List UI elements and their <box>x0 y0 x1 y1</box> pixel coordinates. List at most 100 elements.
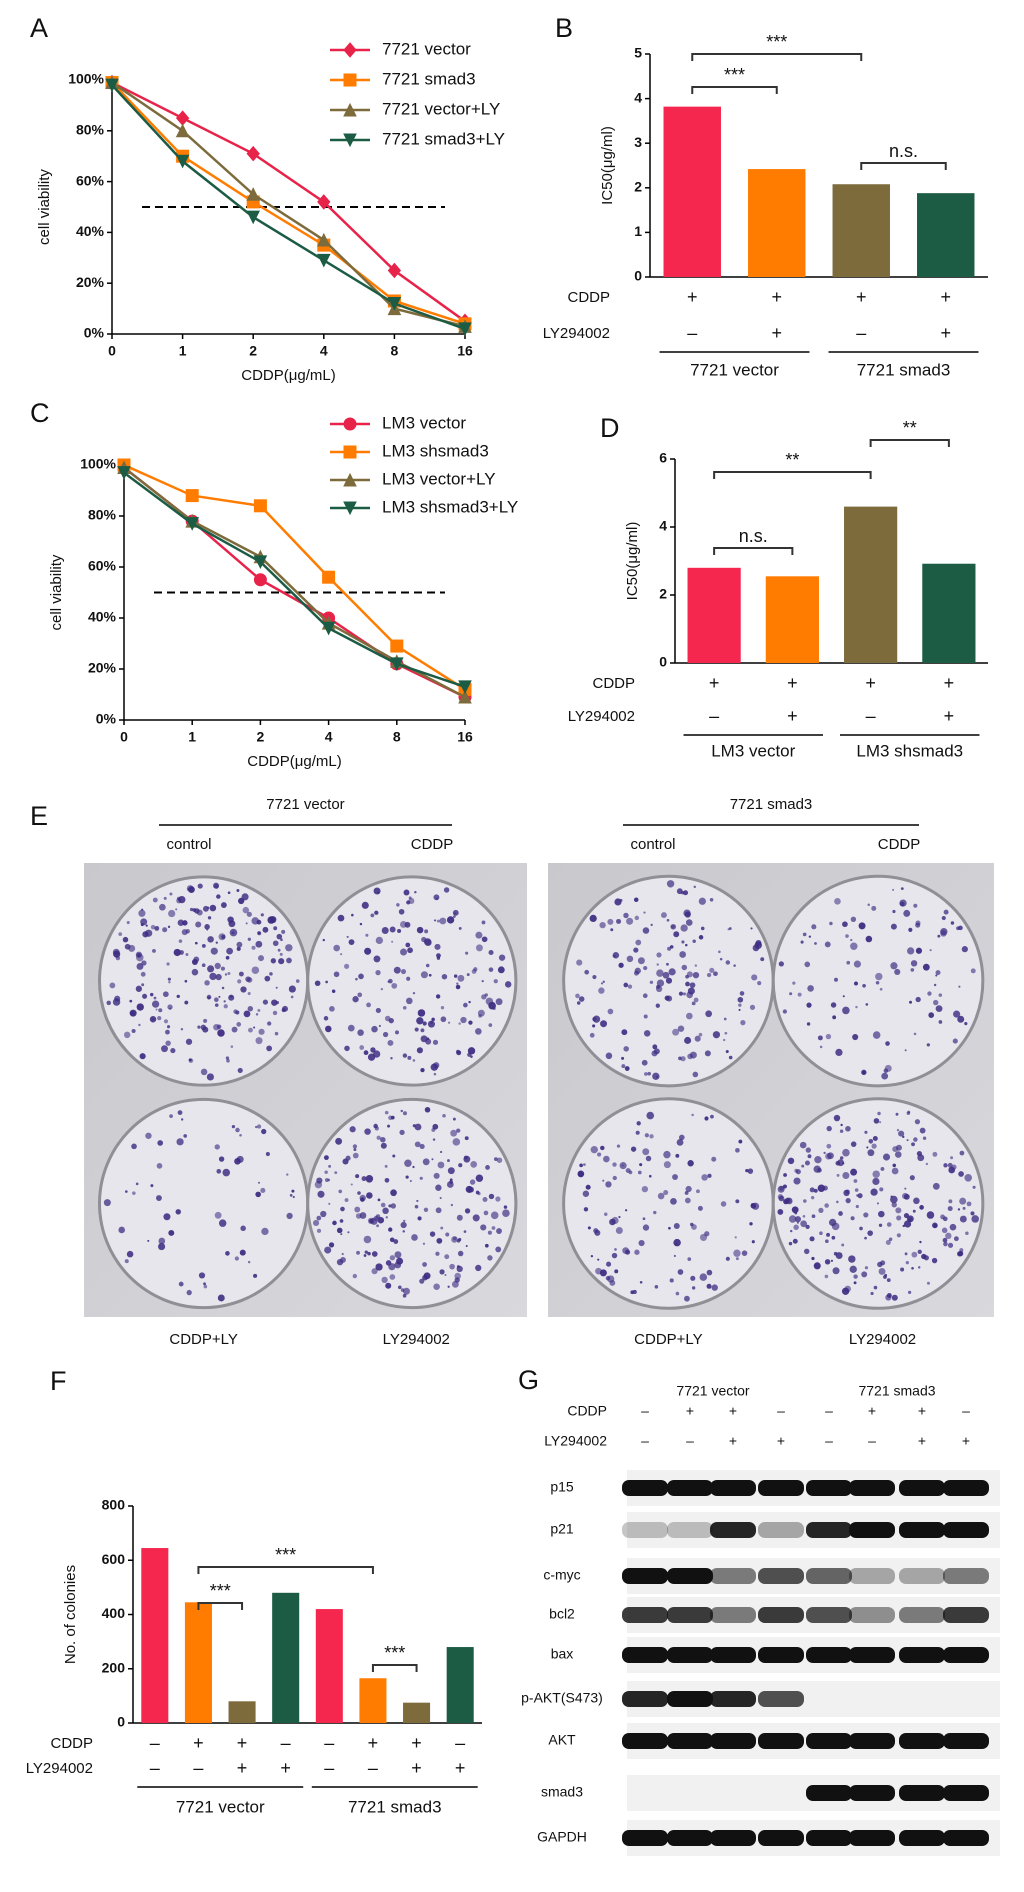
colony <box>202 1026 209 1033</box>
colony <box>457 1250 464 1257</box>
colony <box>464 1208 471 1214</box>
colony <box>482 1196 488 1202</box>
colony <box>276 933 283 940</box>
colony <box>416 1199 419 1203</box>
colony <box>435 1251 440 1256</box>
colony <box>390 1056 393 1060</box>
colony <box>809 1236 815 1242</box>
x-tick-label: 1 <box>188 729 196 745</box>
colony <box>814 942 817 945</box>
colony <box>285 944 293 952</box>
colony <box>141 960 147 966</box>
colony <box>176 1138 184 1146</box>
colony <box>911 1251 918 1258</box>
colony <box>254 1125 258 1129</box>
colony <box>449 1180 453 1184</box>
colony <box>376 1224 379 1228</box>
row-mark: + <box>729 1403 737 1419</box>
colony <box>126 1250 134 1258</box>
colony <box>274 1031 279 1036</box>
colony <box>907 947 915 955</box>
colony <box>377 891 380 894</box>
marker <box>387 262 402 279</box>
colony <box>220 902 227 908</box>
blot-band <box>710 1480 756 1496</box>
colony <box>873 1285 878 1290</box>
colony <box>964 1022 968 1026</box>
row-mark: + <box>411 1733 422 1753</box>
colony <box>656 952 662 958</box>
colony <box>166 1025 171 1029</box>
colony <box>194 941 198 945</box>
colony <box>957 1015 965 1023</box>
colony <box>895 1151 902 1158</box>
colony <box>240 1225 246 1232</box>
colony <box>399 1129 405 1136</box>
colony <box>347 1024 355 1032</box>
colony <box>590 1146 598 1154</box>
colony <box>227 971 231 975</box>
colony <box>487 1230 492 1235</box>
colony <box>718 950 721 954</box>
colony <box>864 1236 867 1240</box>
colony <box>867 1149 875 1157</box>
x-tick-label: 0 <box>120 729 128 745</box>
colony <box>857 1193 863 1199</box>
colony <box>480 1224 487 1231</box>
legend-label: 7721 vector+LY <box>382 99 500 118</box>
blot-band <box>849 1522 895 1538</box>
colony <box>265 1151 270 1157</box>
colony <box>452 909 459 916</box>
row-mark: – <box>455 1733 465 1753</box>
colony <box>402 1005 407 1010</box>
colony <box>593 1228 599 1234</box>
colony <box>817 1035 823 1041</box>
colony <box>668 968 676 976</box>
marker <box>317 194 331 210</box>
colony <box>663 1150 671 1159</box>
colony <box>623 912 629 919</box>
colony <box>933 999 939 1006</box>
colony <box>611 1252 618 1259</box>
colony <box>135 1182 139 1186</box>
colony <box>217 1294 225 1302</box>
colony <box>679 951 687 958</box>
colony <box>414 891 417 894</box>
row-label: CDDP <box>567 1403 607 1419</box>
colony <box>408 897 415 904</box>
colony <box>912 1209 916 1213</box>
colony <box>337 914 345 922</box>
colony <box>277 948 281 952</box>
colony <box>862 1070 866 1074</box>
group-label: 7721 smad3 <box>858 1383 935 1399</box>
colony <box>636 1121 641 1126</box>
colony <box>928 1012 935 1018</box>
colony <box>204 980 210 986</box>
colony <box>802 932 807 937</box>
colony <box>616 1144 621 1148</box>
x-tick-label: 8 <box>393 729 401 745</box>
row-mark: – <box>324 1733 334 1753</box>
x-tick-label: 16 <box>457 729 473 745</box>
colony <box>398 908 405 915</box>
blot-band <box>899 1568 945 1584</box>
colony <box>865 1003 869 1006</box>
significance-bracket <box>860 162 947 170</box>
row-mark: – <box>150 1733 160 1753</box>
colony <box>850 916 857 922</box>
y-tick-label: 80% <box>88 507 117 523</box>
colony <box>481 979 484 983</box>
colony <box>904 1049 907 1052</box>
colony <box>853 1281 857 1285</box>
colony <box>167 925 171 929</box>
colony <box>915 922 921 928</box>
colony <box>163 896 167 900</box>
colony <box>433 1172 440 1179</box>
blot-band <box>806 1733 852 1749</box>
colony <box>607 1275 615 1283</box>
colony <box>619 898 623 902</box>
colony <box>365 1175 374 1183</box>
colony <box>391 982 398 989</box>
colony <box>655 1003 660 1008</box>
colony <box>157 1242 166 1251</box>
